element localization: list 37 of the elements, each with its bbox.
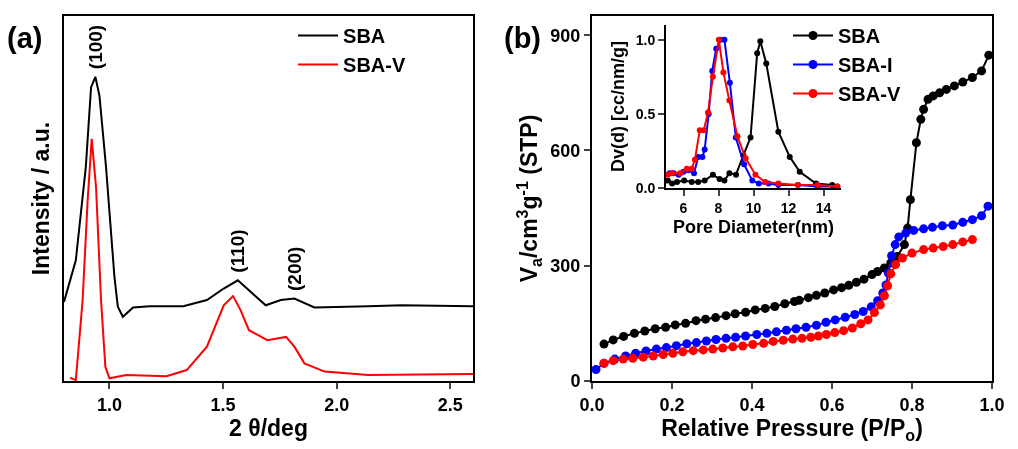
x-tick-label: 2.0	[324, 394, 350, 415]
x-tick-label: 0.4	[739, 394, 765, 415]
x-tick-label: 0.2	[659, 394, 685, 415]
annotation: (100)	[84, 24, 106, 70]
legend-label: SBA	[838, 25, 881, 48]
text: (b)	[504, 22, 542, 54]
x-tick-label: 2.5	[437, 394, 463, 415]
legend-label: SBA	[343, 25, 386, 48]
y-tick-label: 300	[550, 256, 581, 277]
text: (a)	[7, 22, 43, 54]
x-tick-label: 1.5	[210, 394, 236, 415]
annotation: (200)	[283, 246, 305, 291]
x-axis-title: Pore Diameter(nm)	[672, 217, 835, 238]
annotation: (110)	[227, 229, 248, 273]
y-tick-label: 0.0	[635, 179, 656, 196]
x-tick-label: 12	[780, 199, 797, 216]
y-tick-label: 0	[570, 371, 581, 392]
x-tick-label: 0.6	[819, 394, 845, 415]
y-tick-label: 600	[550, 140, 581, 161]
x-axis-title: Relative Pressure (P/P$_{o}$)	[661, 414, 923, 444]
legend-label: SBA-I	[838, 54, 893, 77]
x-tick-label: 1.0	[979, 394, 1005, 415]
x-tick-label: 6	[679, 199, 688, 216]
x-tick-label: 8	[714, 199, 723, 216]
y-axis-title: Intensity / a.u.	[27, 121, 54, 276]
x-tick-label: 0.0	[579, 394, 605, 415]
y-tick-label: 0.5	[635, 105, 656, 122]
y-tick-label: 900	[550, 25, 581, 46]
x-tick-label: 14	[815, 199, 832, 216]
legend-label: SBA-V	[343, 54, 406, 77]
y-axis-title: Dv(d) [cc/nm/g]	[608, 40, 629, 173]
legend-label: SBA-V	[838, 83, 901, 106]
x-tick-label: 10	[745, 199, 762, 216]
x-axis-title: 2 θ/deg	[229, 414, 308, 441]
x-tick-label: 1.0	[96, 394, 122, 415]
y-tick-label: 1.0	[635, 31, 656, 48]
x-tick-label: 0.8	[899, 394, 925, 415]
